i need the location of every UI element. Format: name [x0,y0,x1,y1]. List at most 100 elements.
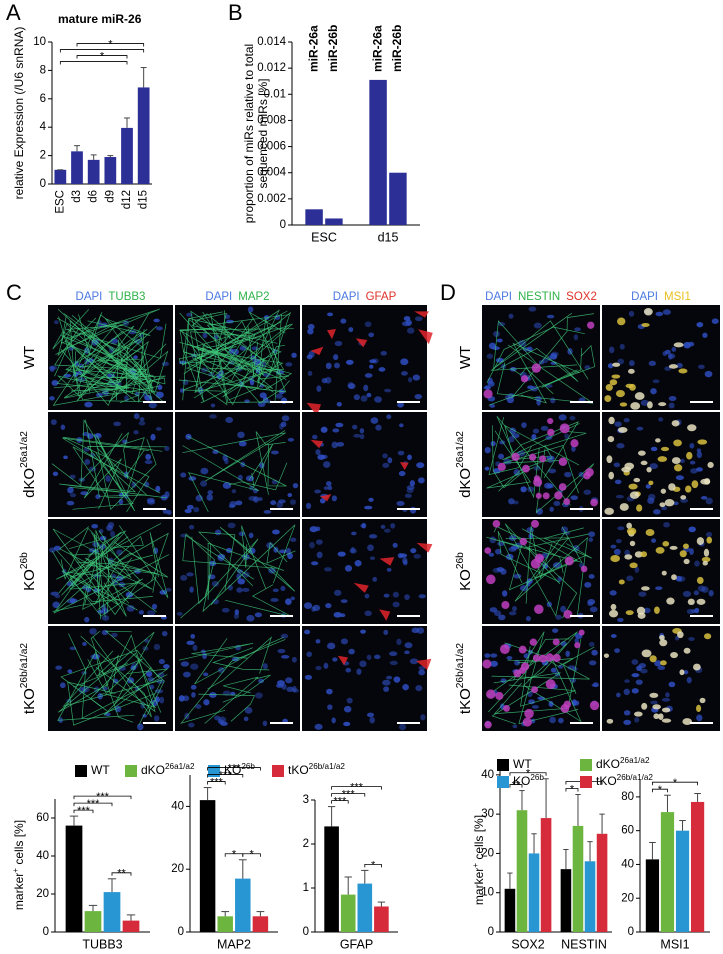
nucleus [668,402,675,409]
nucleus [354,560,362,567]
msi1-cell [626,527,637,535]
nucleus [281,683,287,690]
msi1-cell [703,548,710,557]
nucleus [643,607,651,614]
nucleus [222,482,232,489]
nucleus [311,606,316,612]
nucleus [564,433,570,439]
superscript: 26b [530,773,544,782]
row-label: tKO26b/a1/a2 [19,643,38,714]
sox2-cell [552,653,561,663]
nucleus [393,676,401,683]
bar [389,172,407,225]
msi1-cell [633,477,641,483]
msi1-cell [637,450,646,456]
msi1-cell [657,456,668,462]
nucleus [677,576,686,582]
significance-bracket [59,49,145,53]
legend-label: KO26b [224,762,255,778]
nucleus [210,403,216,408]
nucleus [277,680,285,686]
nucleus [345,667,352,673]
nucleus [397,450,405,456]
nucleus [638,663,646,669]
bar [528,853,540,932]
nucleus [148,402,157,409]
y-tick-label: 4 [40,121,47,133]
y-tick-label: 0 [628,926,634,938]
msi1-cell [687,598,695,606]
nucleus [705,531,713,538]
legend-label: dKO26a1/a2 [141,762,195,778]
superscript: 26b/a1/a2 [19,643,30,689]
bar [584,861,596,932]
nucleus [316,385,322,392]
nucleus [588,641,595,647]
nucleus [144,460,153,465]
nucleus [193,506,200,513]
column-header: DAPI NESTIN SOX2 [485,291,597,303]
nucleus [382,679,391,686]
text-part: WT [513,757,532,771]
nucleus [665,692,670,698]
nucleus [607,363,614,369]
msi1-cell [604,507,614,515]
legend-swatch [497,776,509,788]
nucleus [317,454,326,460]
neurite [222,341,276,398]
nucleus [546,455,555,461]
nucleus [272,529,280,535]
micrograph-content [484,414,599,515]
msi1-cell [619,503,629,511]
text-part: cells [%] [472,815,486,863]
nucleus [126,605,135,612]
bar [540,818,552,932]
neurite [191,313,287,381]
significance-bracket [331,800,349,804]
sox2-cell [570,439,579,448]
nucleus [319,498,326,504]
nucleus [153,318,160,323]
nucleus [418,669,426,676]
nucleus [711,318,719,324]
gfap-signal [337,655,349,666]
msi1-cell [659,502,666,508]
nucleus [306,651,312,658]
neurite [66,323,167,359]
nucleus [650,446,658,452]
nucleus [138,610,145,615]
msi1-cell [617,426,628,433]
nucleus [555,614,562,620]
nucleus [221,607,230,613]
sox2-cell [564,556,574,566]
nucleus [54,594,61,599]
bar [690,801,705,932]
nucleus [155,485,161,493]
neurite [495,347,579,382]
significance-label: *** [87,798,101,810]
nucleus [688,526,696,533]
nucleus [651,538,657,543]
neurite [228,462,288,491]
nucleus [584,582,592,588]
significance-label: *** [342,789,356,801]
neurite [182,430,286,482]
nucleus [694,560,700,567]
nucleus [66,500,75,506]
nucleus [617,617,624,623]
bar [324,826,339,932]
micrograph [175,412,300,517]
nucleus [340,599,348,604]
msi1-cell [655,438,661,443]
msi1-cell [607,435,615,443]
neurite [84,375,166,393]
sox2-cell [503,704,510,712]
neurite [103,536,169,578]
nucleus [508,498,515,505]
bar [235,878,251,932]
nucleus [502,590,508,597]
nucleus [368,497,374,502]
sox2-cell [545,653,554,662]
nucleus [307,370,313,376]
nucleus [628,310,635,317]
